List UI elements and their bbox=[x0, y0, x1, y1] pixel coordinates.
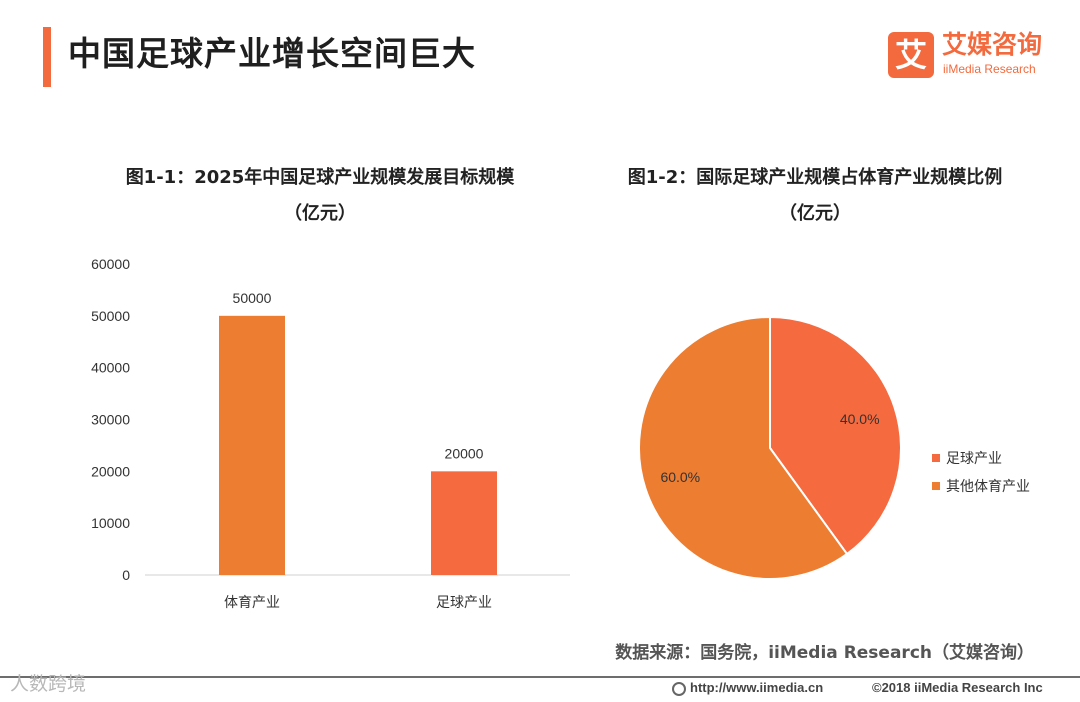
pie-chart-title: 图1-2：国际足球产业规模占体育产业规模比例 （亿元） bbox=[580, 160, 1050, 232]
data-source: 数据来源：国务院，iiMedia Research（艾媒咨询） bbox=[615, 643, 1034, 663]
x-category-label: 足球产业 bbox=[436, 595, 492, 611]
footer-divider bbox=[0, 676, 1080, 678]
y-tick-label: 0 bbox=[122, 567, 130, 583]
bar bbox=[219, 315, 285, 575]
legend-label: 其他体育产业 bbox=[946, 479, 1030, 495]
pie-slice bbox=[638, 315, 849, 580]
footer-url[interactable]: http://www.iimedia.cn bbox=[672, 680, 823, 696]
bar bbox=[431, 471, 497, 575]
bar-data-label: 50000 bbox=[233, 290, 272, 306]
y-tick-label: 50000 bbox=[91, 308, 130, 324]
legend-swatch bbox=[932, 482, 940, 490]
logo-mark-icon: 艾 bbox=[888, 32, 934, 78]
bar-chart-title: 图1-1：2025年中国足球产业规模发展目标规模 （亿元） bbox=[80, 160, 560, 232]
pie-data-label: 60.0% bbox=[660, 469, 700, 485]
footer-copyright: ©2018 iiMedia Research Inc bbox=[872, 680, 1043, 695]
iimedia-logo: 艾 艾媒咨询 iiMedia Research bbox=[888, 30, 1068, 82]
logo-name-cn: 艾媒咨询 bbox=[942, 30, 1043, 59]
pie-slice bbox=[769, 315, 902, 556]
pie-chart-title-text: 图1-2：国际足球产业规模占体育产业规模比例 bbox=[627, 167, 1003, 188]
logo-name-en: iiMedia Research bbox=[943, 62, 1036, 76]
y-tick-label: 10000 bbox=[91, 515, 130, 531]
footer-url-text[interactable]: http://www.iimedia.cn bbox=[690, 680, 824, 695]
page-title: 中国足球产业增长空间巨大 bbox=[68, 34, 476, 73]
y-tick-label: 20000 bbox=[91, 463, 130, 479]
legend-label: 足球产业 bbox=[946, 451, 1002, 467]
x-category-label: 体育产业 bbox=[224, 595, 280, 611]
pie-data-label: 40.0% bbox=[840, 411, 880, 427]
title-accent-bar bbox=[43, 27, 51, 87]
legend-swatch bbox=[932, 454, 940, 462]
y-tick-label: 40000 bbox=[91, 360, 130, 376]
y-tick-label: 30000 bbox=[91, 412, 130, 428]
bar-chart-unit: （亿元） bbox=[284, 203, 356, 224]
bar-chart-title-text: 图1-1：2025年中国足球产业规模发展目标规模 bbox=[125, 167, 515, 188]
watermark: 人数跨境 bbox=[10, 673, 87, 695]
pie-chart-unit: （亿元） bbox=[779, 203, 851, 224]
globe-icon bbox=[672, 682, 686, 696]
y-tick-label: 60000 bbox=[91, 256, 130, 272]
bar-data-label: 20000 bbox=[445, 445, 484, 461]
